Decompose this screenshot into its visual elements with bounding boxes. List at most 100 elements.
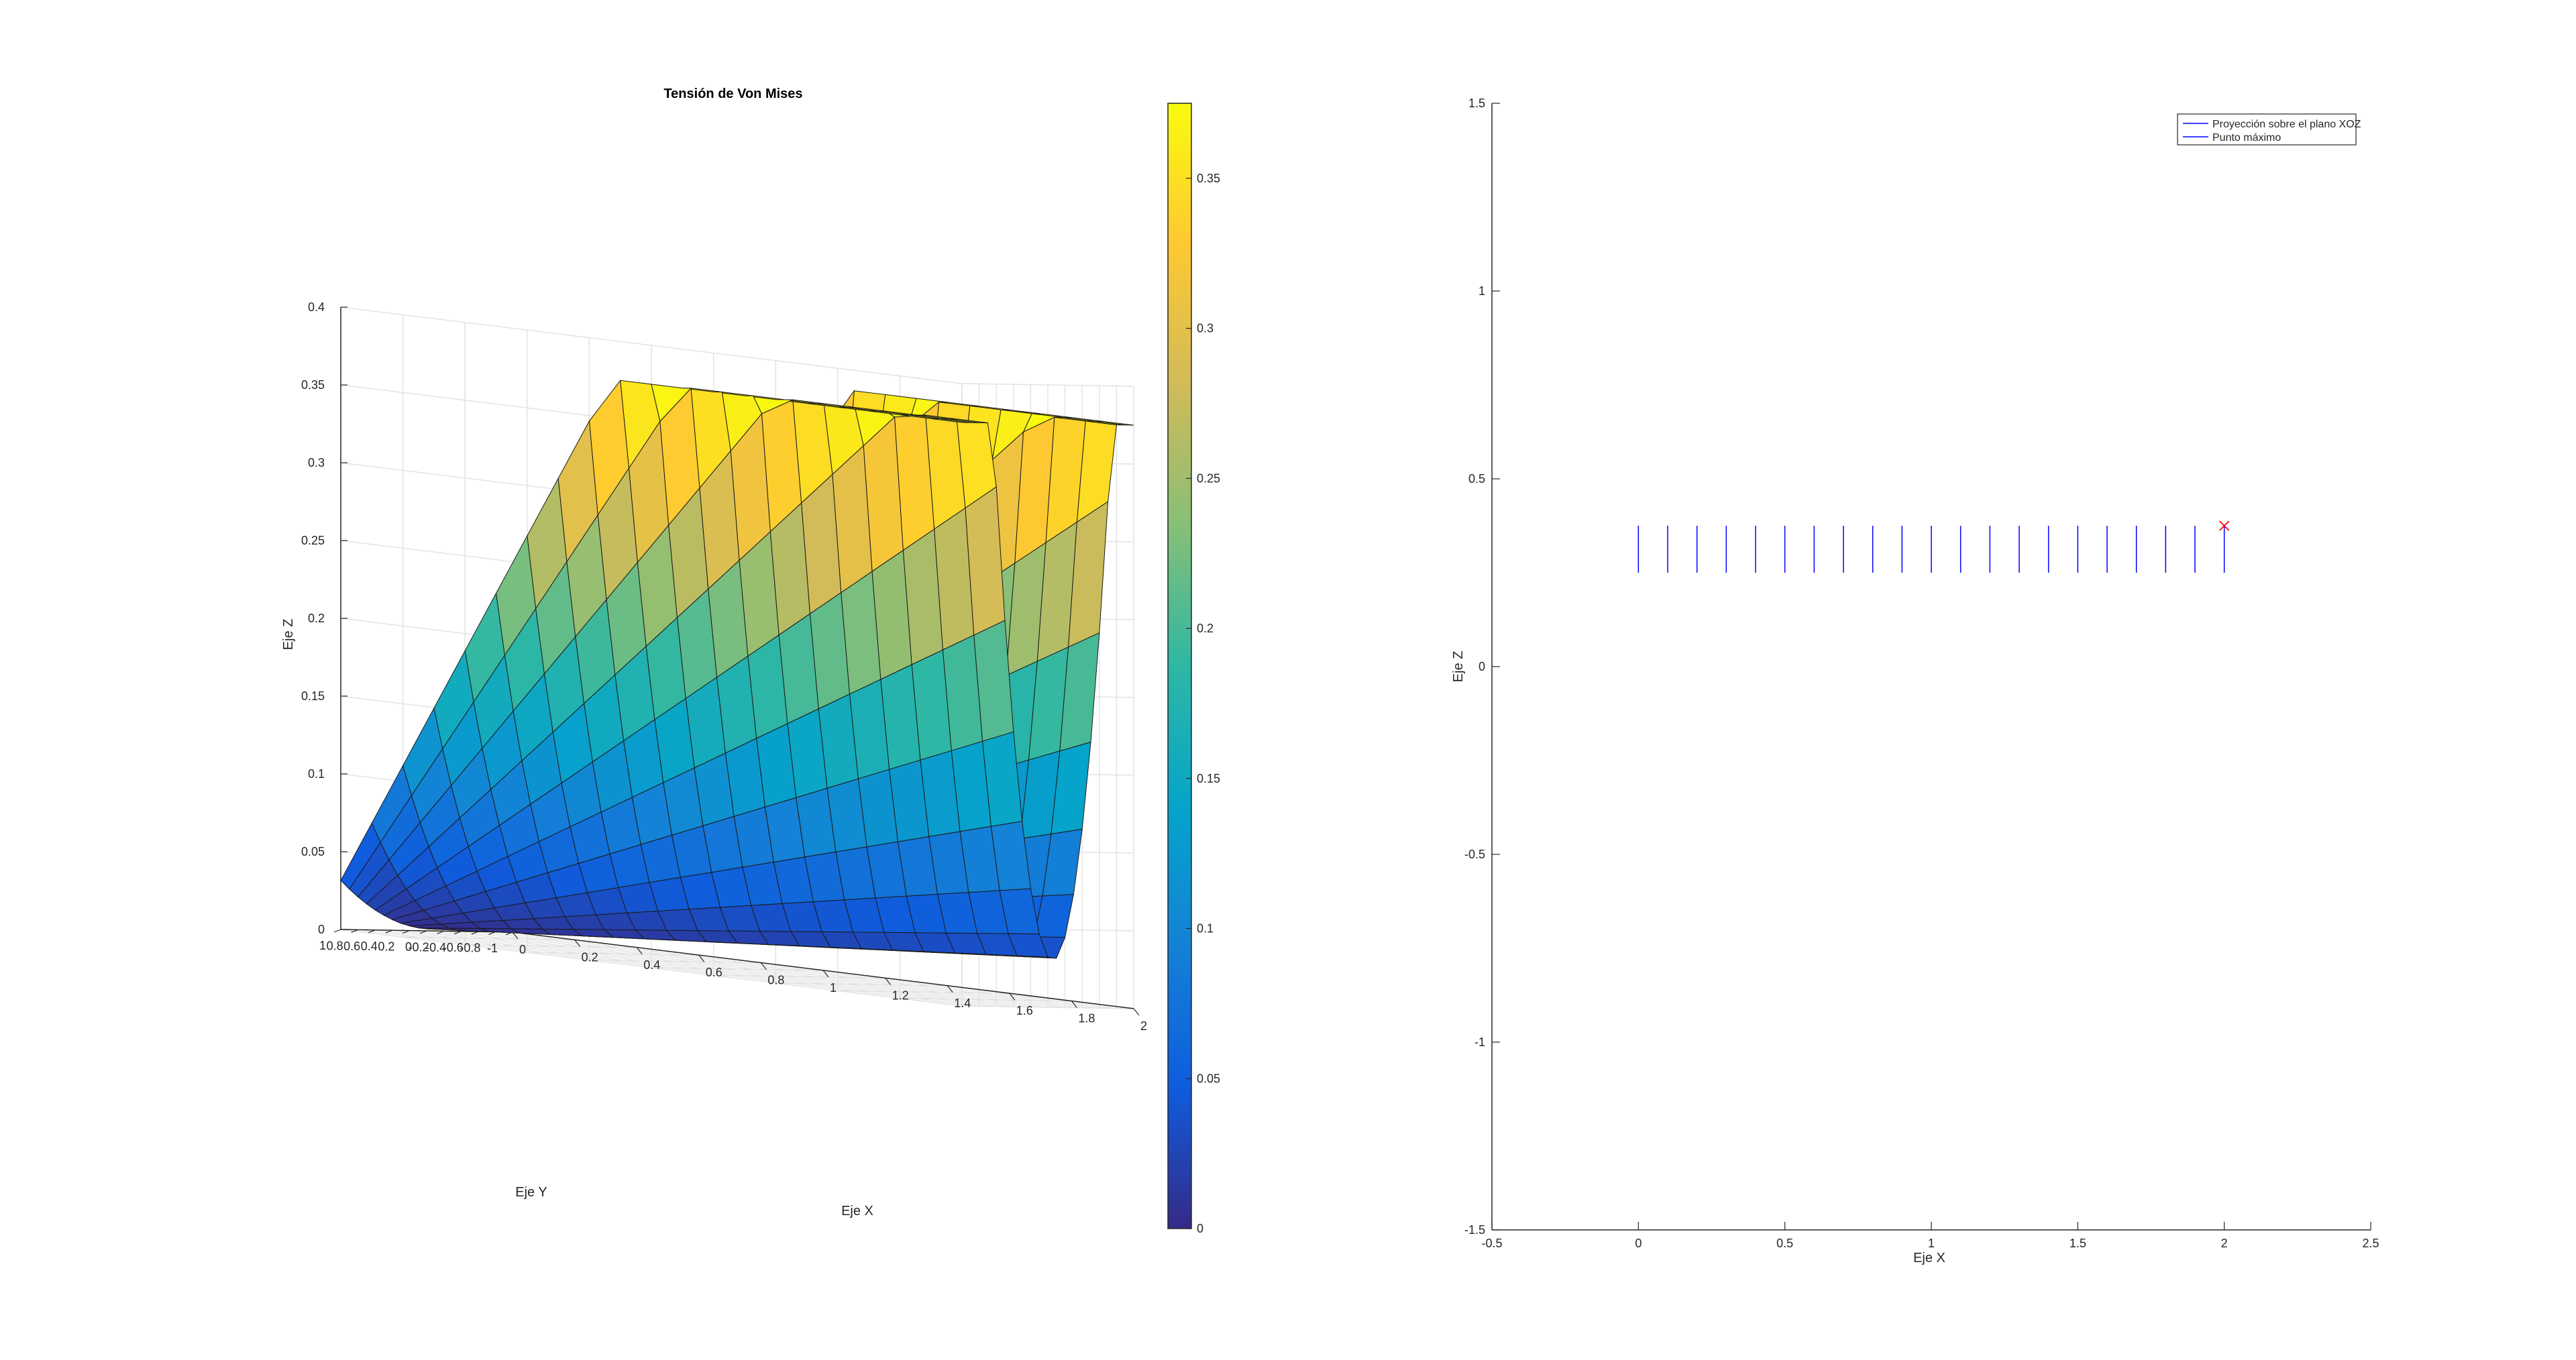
x-tick-mark xyxy=(885,978,892,985)
surface-xlabel: Eje X xyxy=(841,1204,873,1219)
z-tick-label: 0.3 xyxy=(308,456,325,469)
projection-tick-labels: -0.5 0 0.5 1 1.5 2 2.5 -1.5 -1 -0.5 0 0.5 1 1.5 xyxy=(1464,97,2379,1250)
x-tick-label: 1.8 xyxy=(1078,1012,1095,1025)
y-tick-label: 0 xyxy=(1479,660,1485,673)
grid-line xyxy=(358,929,979,1007)
x-tick-label: 0.8 xyxy=(767,974,784,987)
y-tick-label: -0.6 xyxy=(443,941,464,954)
y-tick-label: 1.5 xyxy=(1468,97,1485,110)
colorbar-ticks: 0 0.05 0.1 0.15 0.2 0.25 0.3 0.35 xyxy=(1186,172,1220,1235)
x-tick-mark xyxy=(947,985,953,993)
grid-line xyxy=(392,929,1014,1007)
y-tick-mark xyxy=(419,930,427,934)
colorbar-tick-label: 0.2 xyxy=(1197,622,1214,635)
y-tick-label: 0.6 xyxy=(343,940,360,953)
x-tick-label: 0.6 xyxy=(706,966,722,979)
y-tick-mark xyxy=(471,931,479,935)
x-tick-label: 1 xyxy=(830,981,837,995)
z-tick-label: 0.2 xyxy=(308,612,325,625)
surface-mesh xyxy=(340,379,1134,959)
y-tick-mark xyxy=(453,931,462,935)
y-tick-label: 0.2 xyxy=(378,940,394,954)
surface-axes: 00.050.10.150.20.250.30.350.4-1-0.8-0.6-… xyxy=(281,87,1147,1219)
x-tick-mark xyxy=(822,970,829,978)
colorbar-tick-label: 0.05 xyxy=(1197,1072,1220,1085)
surface-zlabel: Eje Z xyxy=(281,619,296,650)
colorbar-tick-label: 0.15 xyxy=(1197,772,1220,785)
z-tick-label: 0.15 xyxy=(301,689,325,703)
x-tick-label: -0.5 xyxy=(1481,1237,1502,1250)
y-tick-mark xyxy=(437,930,444,934)
grid-line xyxy=(340,306,963,384)
y-tick-label: -0.5 xyxy=(1464,848,1485,861)
y-tick-label: 1 xyxy=(319,939,326,952)
surface-tick-labels: 00.050.10.150.20.250.30.350.4-1-0.8-0.6-… xyxy=(301,300,1147,1033)
grid-line xyxy=(340,929,963,1007)
z-tick-label: 0.1 xyxy=(308,767,325,781)
legend[interactable]: Proyección sobre el plano XOZ Punto máxi… xyxy=(2177,113,2361,146)
x-tick-label: 0 xyxy=(519,943,526,956)
x-tick-label: 1.2 xyxy=(892,988,909,1002)
y-tick-label: 0.8 xyxy=(327,939,343,952)
grid-line xyxy=(375,929,997,1007)
y-tick-label: -0.8 xyxy=(460,942,480,955)
colorbar-tick-label: 0 xyxy=(1197,1222,1203,1235)
z-tick-label: 0.35 xyxy=(301,378,325,392)
x-tick-label: 2 xyxy=(2221,1237,2228,1250)
x-tick-label: 0.2 xyxy=(582,950,598,964)
y-tick-label: 1 xyxy=(1479,284,1485,298)
x-tick-mark xyxy=(1071,1001,1077,1008)
legend-box xyxy=(2177,113,2357,146)
x-tick-label: 1.4 xyxy=(954,997,971,1010)
x-tick-label: 1 xyxy=(1928,1237,1935,1250)
y-tick-label: 0.4 xyxy=(361,940,378,953)
x-tick-label: 1.6 xyxy=(1016,1004,1033,1017)
x-tick-mark xyxy=(512,931,519,940)
x-tick-mark xyxy=(1133,1008,1140,1016)
y-tick-mark xyxy=(368,929,376,933)
x-tick-label: 0 xyxy=(1635,1237,1642,1250)
y-tick-mark xyxy=(402,930,410,934)
y-tick-mark xyxy=(505,931,513,936)
colorbar: 0 0.05 0.1 0.15 0.2 0.25 0.3 0.35 xyxy=(1167,103,1220,1235)
y-tick-mark xyxy=(385,929,393,933)
x-tick-mark xyxy=(636,947,643,955)
projection-ylabel: Eje Z xyxy=(1451,651,1466,683)
max-point-stroke xyxy=(2219,520,2230,531)
colorbar-gradient xyxy=(1167,103,1192,1229)
x-tick-label: 0.4 xyxy=(643,958,660,972)
y-tick-label: -0.2 xyxy=(409,940,429,954)
y-tick-mark xyxy=(333,929,341,933)
grid-line xyxy=(961,1005,1134,1009)
surface-ylabel: Eje Y xyxy=(515,1185,547,1200)
max-point-marker xyxy=(2219,520,2230,531)
colorbar-tick-label: 0.25 xyxy=(1197,471,1220,485)
y-tick-label: 0.5 xyxy=(1468,472,1485,486)
projection-axes-lines xyxy=(1491,103,2371,1231)
surface-patch xyxy=(340,822,381,890)
z-tick-label: 0.05 xyxy=(301,845,325,858)
surface-title: Tensión de Von Mises xyxy=(663,87,802,101)
projection-xlabel: Eje X xyxy=(1913,1251,1945,1265)
legend-label-max-point: Punto máximo xyxy=(2212,132,2281,144)
colorbar-tick-label: 0.35 xyxy=(1197,172,1220,185)
y-tick-label: -1 xyxy=(1474,1035,1485,1049)
x-tick-label: 1.5 xyxy=(2070,1237,2086,1250)
y-tick-label: -0.4 xyxy=(425,941,446,954)
z-tick-label: 0.4 xyxy=(308,300,325,314)
z-tick-label: 0.25 xyxy=(301,534,325,547)
y-tick-label: -1.5 xyxy=(1464,1223,1485,1237)
x-tick-label: 0.5 xyxy=(1776,1237,1793,1250)
grid-line xyxy=(961,383,1134,387)
grid-line xyxy=(409,929,1031,1008)
y-tick-mark xyxy=(351,929,358,933)
x-tick-label: 2.5 xyxy=(2362,1237,2379,1250)
legend-label-projection: Proyección sobre el plano XOZ xyxy=(2212,119,2361,130)
colorbar-tick-label: 0.1 xyxy=(1197,922,1214,936)
z-tick-label: 0 xyxy=(318,923,325,936)
x-tick-mark xyxy=(760,962,767,970)
colorbar-tick-label: 0.3 xyxy=(1197,322,1214,335)
projection-axes: -0.5 0 0.5 1 1.5 2 2.5 -1.5 -1 -0.5 0 0.5 1 1.5 Eje X… xyxy=(1451,97,2379,1265)
grid-line xyxy=(426,930,1049,1008)
y-tick-mark xyxy=(488,931,496,936)
